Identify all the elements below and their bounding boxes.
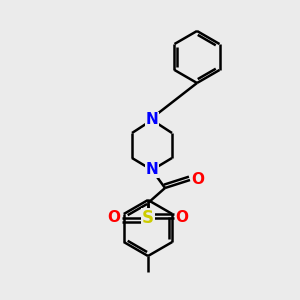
Text: O: O <box>176 211 188 226</box>
Text: S: S <box>142 209 154 227</box>
Text: N: N <box>146 112 158 128</box>
Text: N: N <box>146 163 158 178</box>
Text: O: O <box>107 211 121 226</box>
Text: O: O <box>191 172 205 188</box>
